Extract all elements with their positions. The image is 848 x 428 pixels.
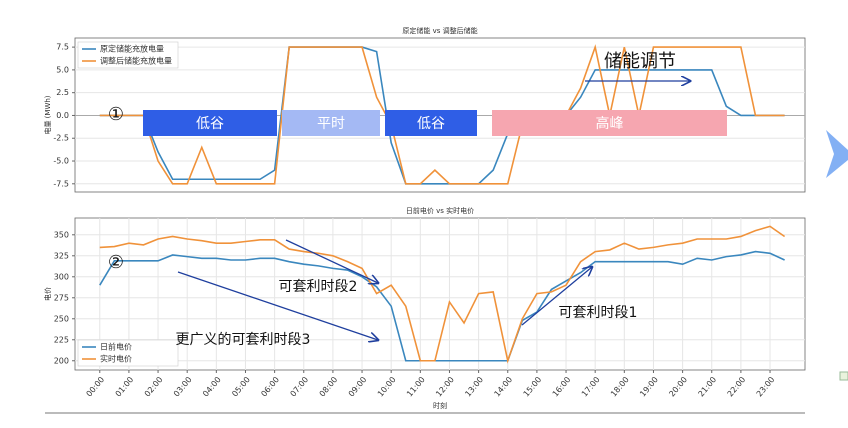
- y-tick-label: 250: [54, 314, 69, 323]
- legend-label: 日前电价: [100, 342, 132, 352]
- arrow: [285, 239, 378, 283]
- period-label: 低谷: [417, 116, 445, 132]
- series-line: [99, 225, 786, 364]
- x-tick-label: 17:00: [580, 375, 602, 398]
- x-tick-label: 11:00: [405, 375, 427, 398]
- chevron: [826, 130, 848, 178]
- y-tick-label: 200: [54, 356, 69, 365]
- period-box: [385, 110, 477, 136]
- y-tick-label: 300: [54, 272, 69, 281]
- y-tick-label: -2.5: [53, 134, 69, 143]
- y-tick-label: 0.0: [56, 111, 69, 120]
- x-tick-label: 00:00: [84, 375, 106, 398]
- annotation: 可套利时段1: [559, 305, 638, 321]
- x-tick-label: 05:00: [230, 375, 252, 398]
- period-label: 平时: [317, 116, 345, 132]
- x-tick-label: 19:00: [638, 375, 660, 398]
- y-tick-label: 225: [54, 335, 69, 344]
- y-tick-label: 2.5: [56, 88, 69, 97]
- arrow: [521, 267, 592, 326]
- y-tick-label: 350: [54, 230, 69, 239]
- period-label: 低谷: [196, 116, 224, 132]
- series-line: [99, 44, 785, 185]
- x-tick-label: 15:00: [522, 375, 544, 398]
- x-tick-label: 06:00: [259, 375, 281, 398]
- legend-label: 实时电价: [100, 354, 132, 364]
- x-tick-label: 21:00: [696, 375, 718, 398]
- annotation: ①: [108, 104, 124, 125]
- y-tick-label: 275: [54, 293, 69, 302]
- x-tick-label: 09:00: [347, 375, 369, 398]
- period-box: [282, 110, 380, 136]
- x-tick-label: 18:00: [609, 375, 631, 398]
- x-tick-label: 01:00: [114, 375, 136, 398]
- period-box: [143, 110, 277, 136]
- x-tick-label: 03:00: [172, 375, 194, 398]
- x-axis-label: 时刻: [433, 401, 447, 410]
- y-axis-label: 电量 (MWh): [43, 95, 52, 134]
- series-line: [99, 250, 785, 362]
- y-tick-label: 5.0: [56, 65, 69, 74]
- x-tick-label: 22:00: [726, 375, 748, 398]
- legend-label: 调整后储能充放电量: [100, 56, 172, 66]
- x-tick-label: 12:00: [434, 375, 456, 398]
- legend-box: [77, 339, 179, 367]
- period-box: [492, 110, 727, 136]
- annotation: 更广义的可套利时段3: [176, 332, 311, 348]
- x-tick-label: 16:00: [551, 375, 573, 398]
- annotation: ②: [108, 252, 124, 273]
- legend-label: 原定储能充放电量: [100, 44, 164, 54]
- y-tick-label: -7.5: [53, 179, 69, 188]
- chart-title: 原定储能 vs 调整后储能: [402, 26, 477, 35]
- chart-title: 日前电价 vs 实时电价: [406, 206, 474, 215]
- x-tick-label: 07:00: [288, 375, 310, 398]
- x-tick-label: 23:00: [755, 375, 777, 398]
- arrow: [177, 271, 378, 340]
- annotation: 可套利时段2: [279, 279, 358, 295]
- x-tick-label: 02:00: [143, 375, 165, 398]
- annotation: 储能调节: [604, 51, 676, 72]
- y-tick-label: 7.5: [56, 43, 69, 52]
- legend-box: [77, 41, 179, 69]
- x-tick-label: 08:00: [318, 375, 340, 398]
- x-tick-label: 04:00: [201, 375, 223, 398]
- y-tick-label: 325: [54, 251, 69, 260]
- x-tick-label: 13:00: [463, 375, 485, 398]
- period-label: 高峰: [596, 115, 624, 132]
- x-tick-label: 10:00: [376, 375, 398, 398]
- x-tick-label: 20:00: [667, 375, 689, 398]
- y-axis-label: 电价: [43, 287, 52, 301]
- icon: [839, 371, 848, 381]
- y-tick-label: -5.0: [53, 157, 69, 166]
- x-tick-label: 14:00: [492, 375, 514, 398]
